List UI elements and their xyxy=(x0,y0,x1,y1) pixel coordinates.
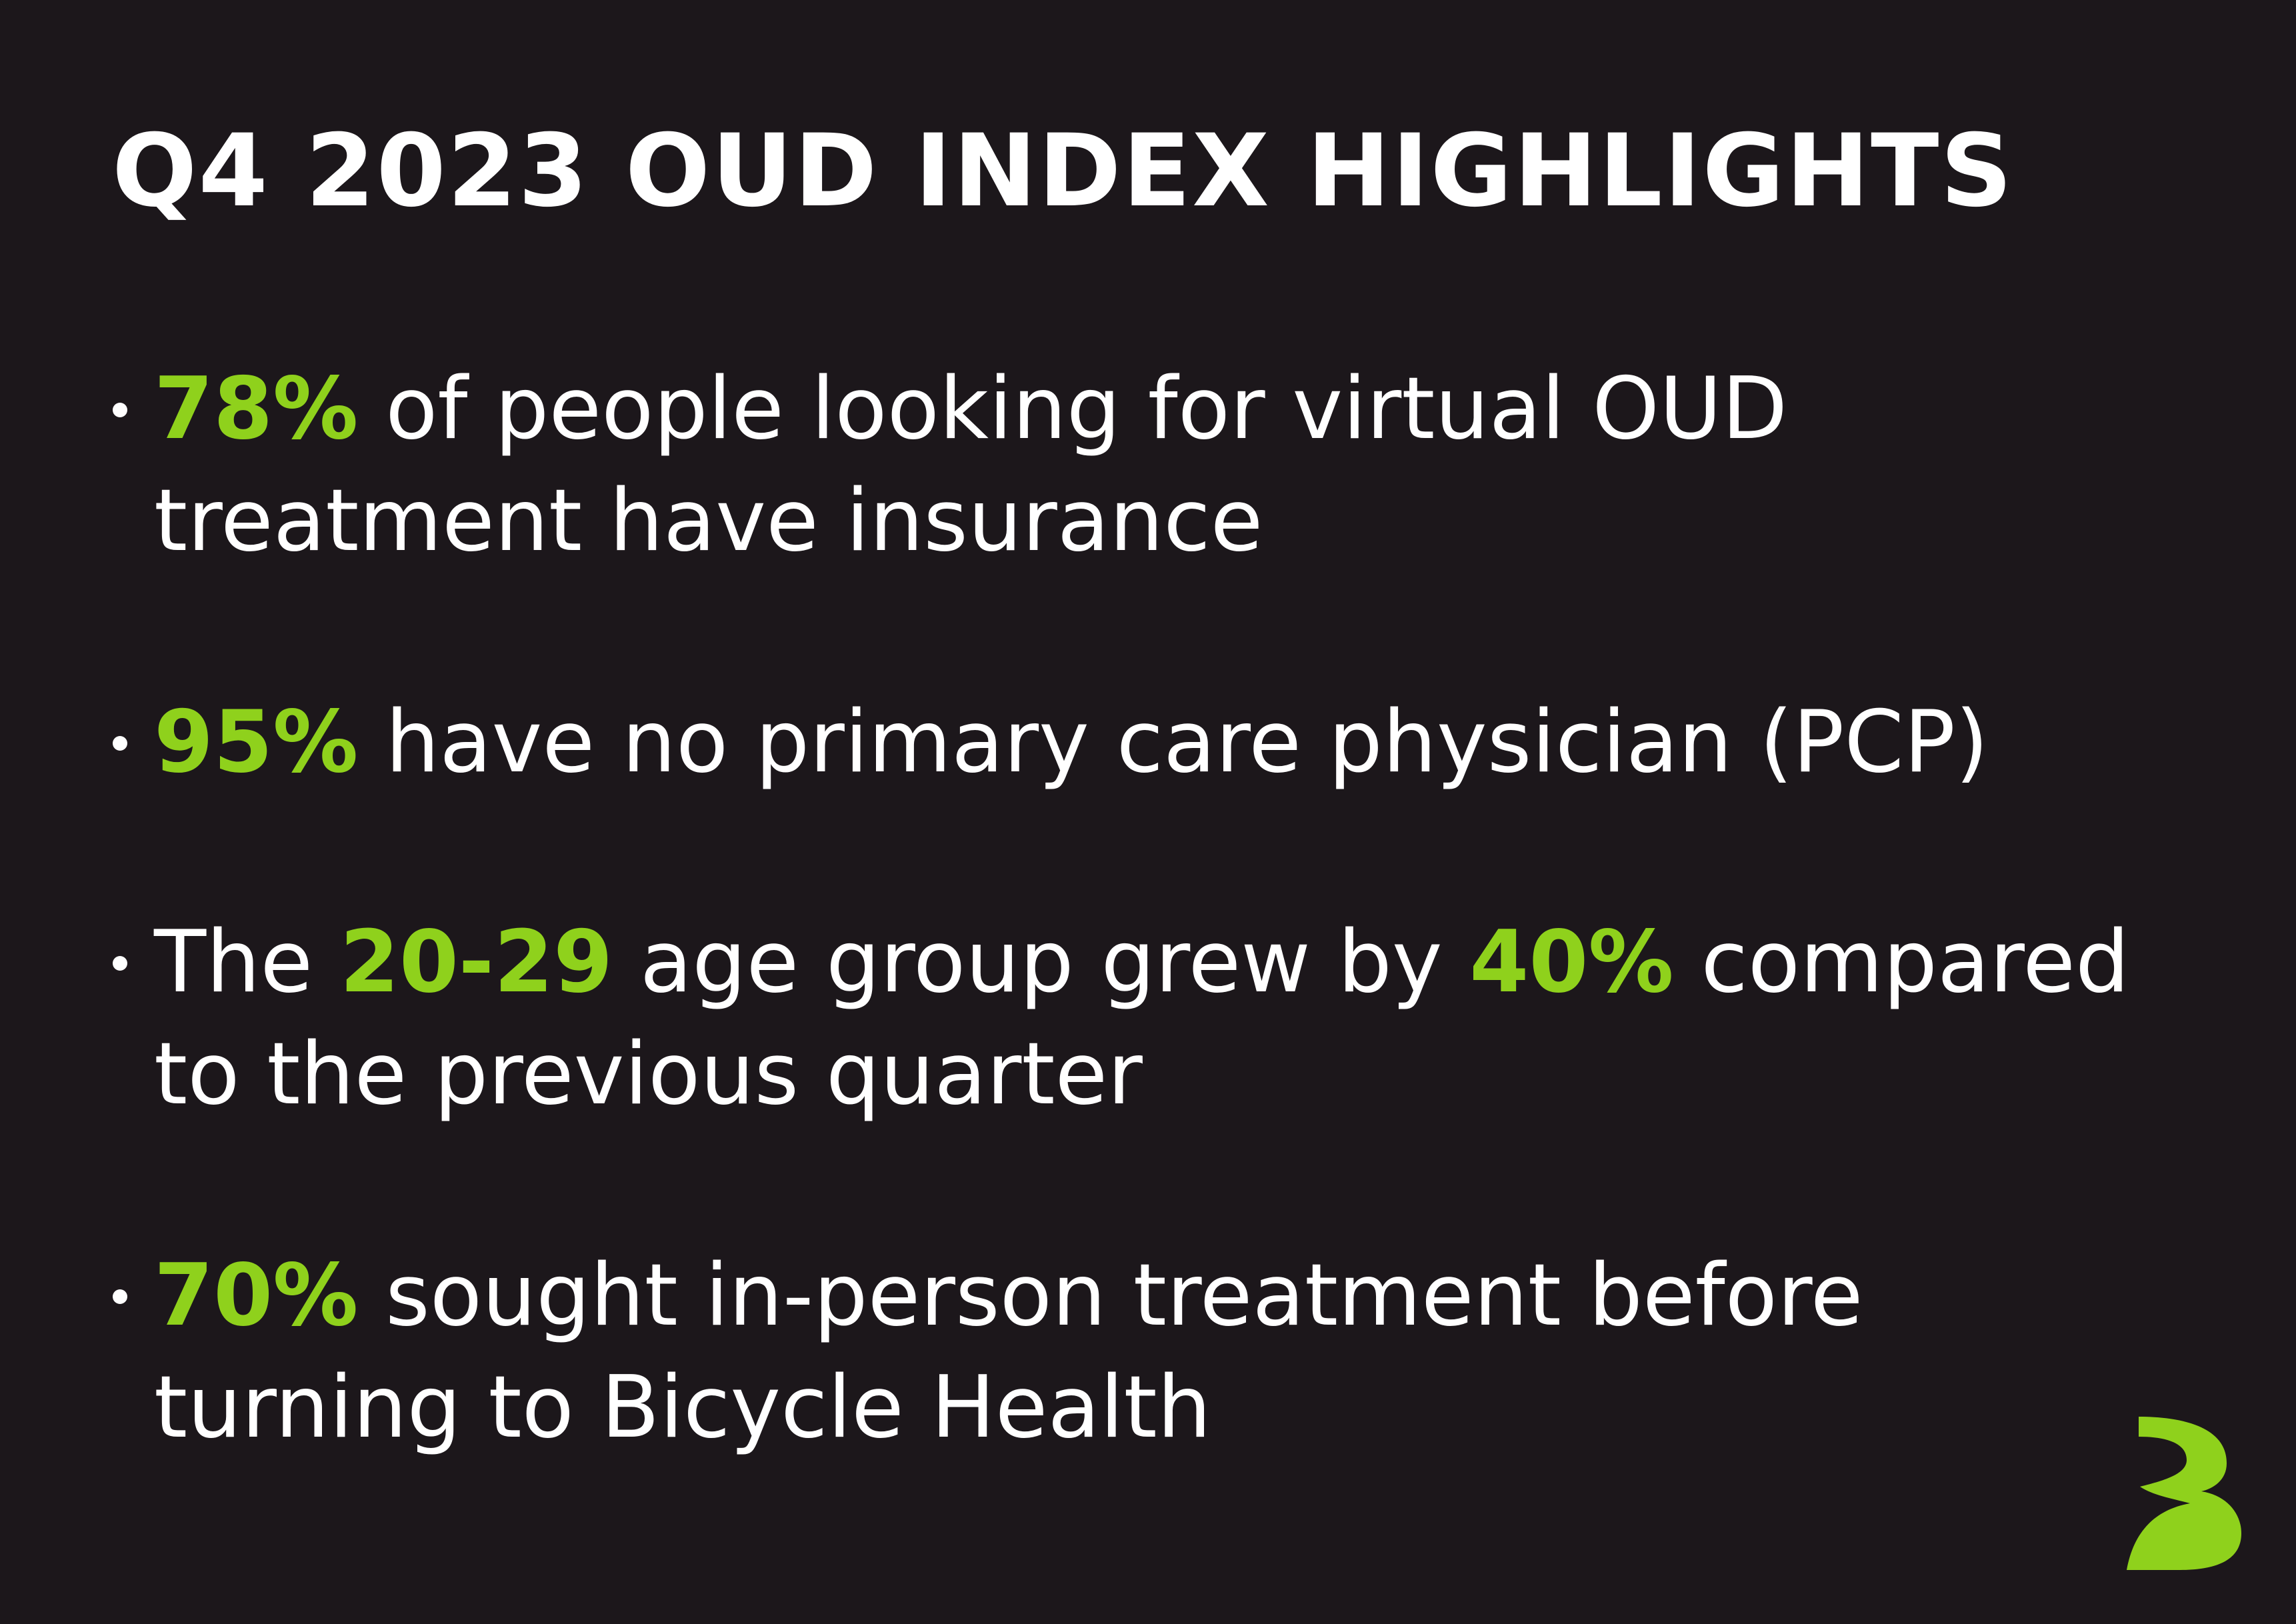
bullet-text: 70% xyxy=(154,1246,359,1345)
logo xyxy=(2127,1417,2241,1570)
bullet-text: compared to the previous quarter xyxy=(154,913,2157,1124)
bullet-text: age group grew by xyxy=(613,913,1470,1012)
bullet-text: 78% xyxy=(154,359,359,459)
bullet-text: of people looking for virtual OUD treatm… xyxy=(154,359,1815,571)
bullet-text: 95% xyxy=(154,693,359,792)
bullet-text: The xyxy=(154,913,340,1012)
bullet: 95% have no primary care physician (PCP) xyxy=(113,687,2174,799)
bullet-text: 40% xyxy=(1469,913,1674,1012)
bullet: The 20-29 age group grew by 40% compared… xyxy=(113,907,2174,1131)
logo-mark xyxy=(2127,1417,2241,1570)
bullet: 78% of people looking for virtual OUD tr… xyxy=(113,353,2174,577)
title: Q4 2023 OUD INDEX HIGHLIGHTS xyxy=(112,113,2014,229)
bullet-text: have no primary care physician (PCP) xyxy=(358,693,1989,792)
bullet-text: sought in-person treatment before turnin… xyxy=(154,1246,1891,1457)
bullet: 70% sought in-person treatment before tu… xyxy=(113,1240,2174,1464)
bullet-text: 20-29 xyxy=(339,913,613,1012)
